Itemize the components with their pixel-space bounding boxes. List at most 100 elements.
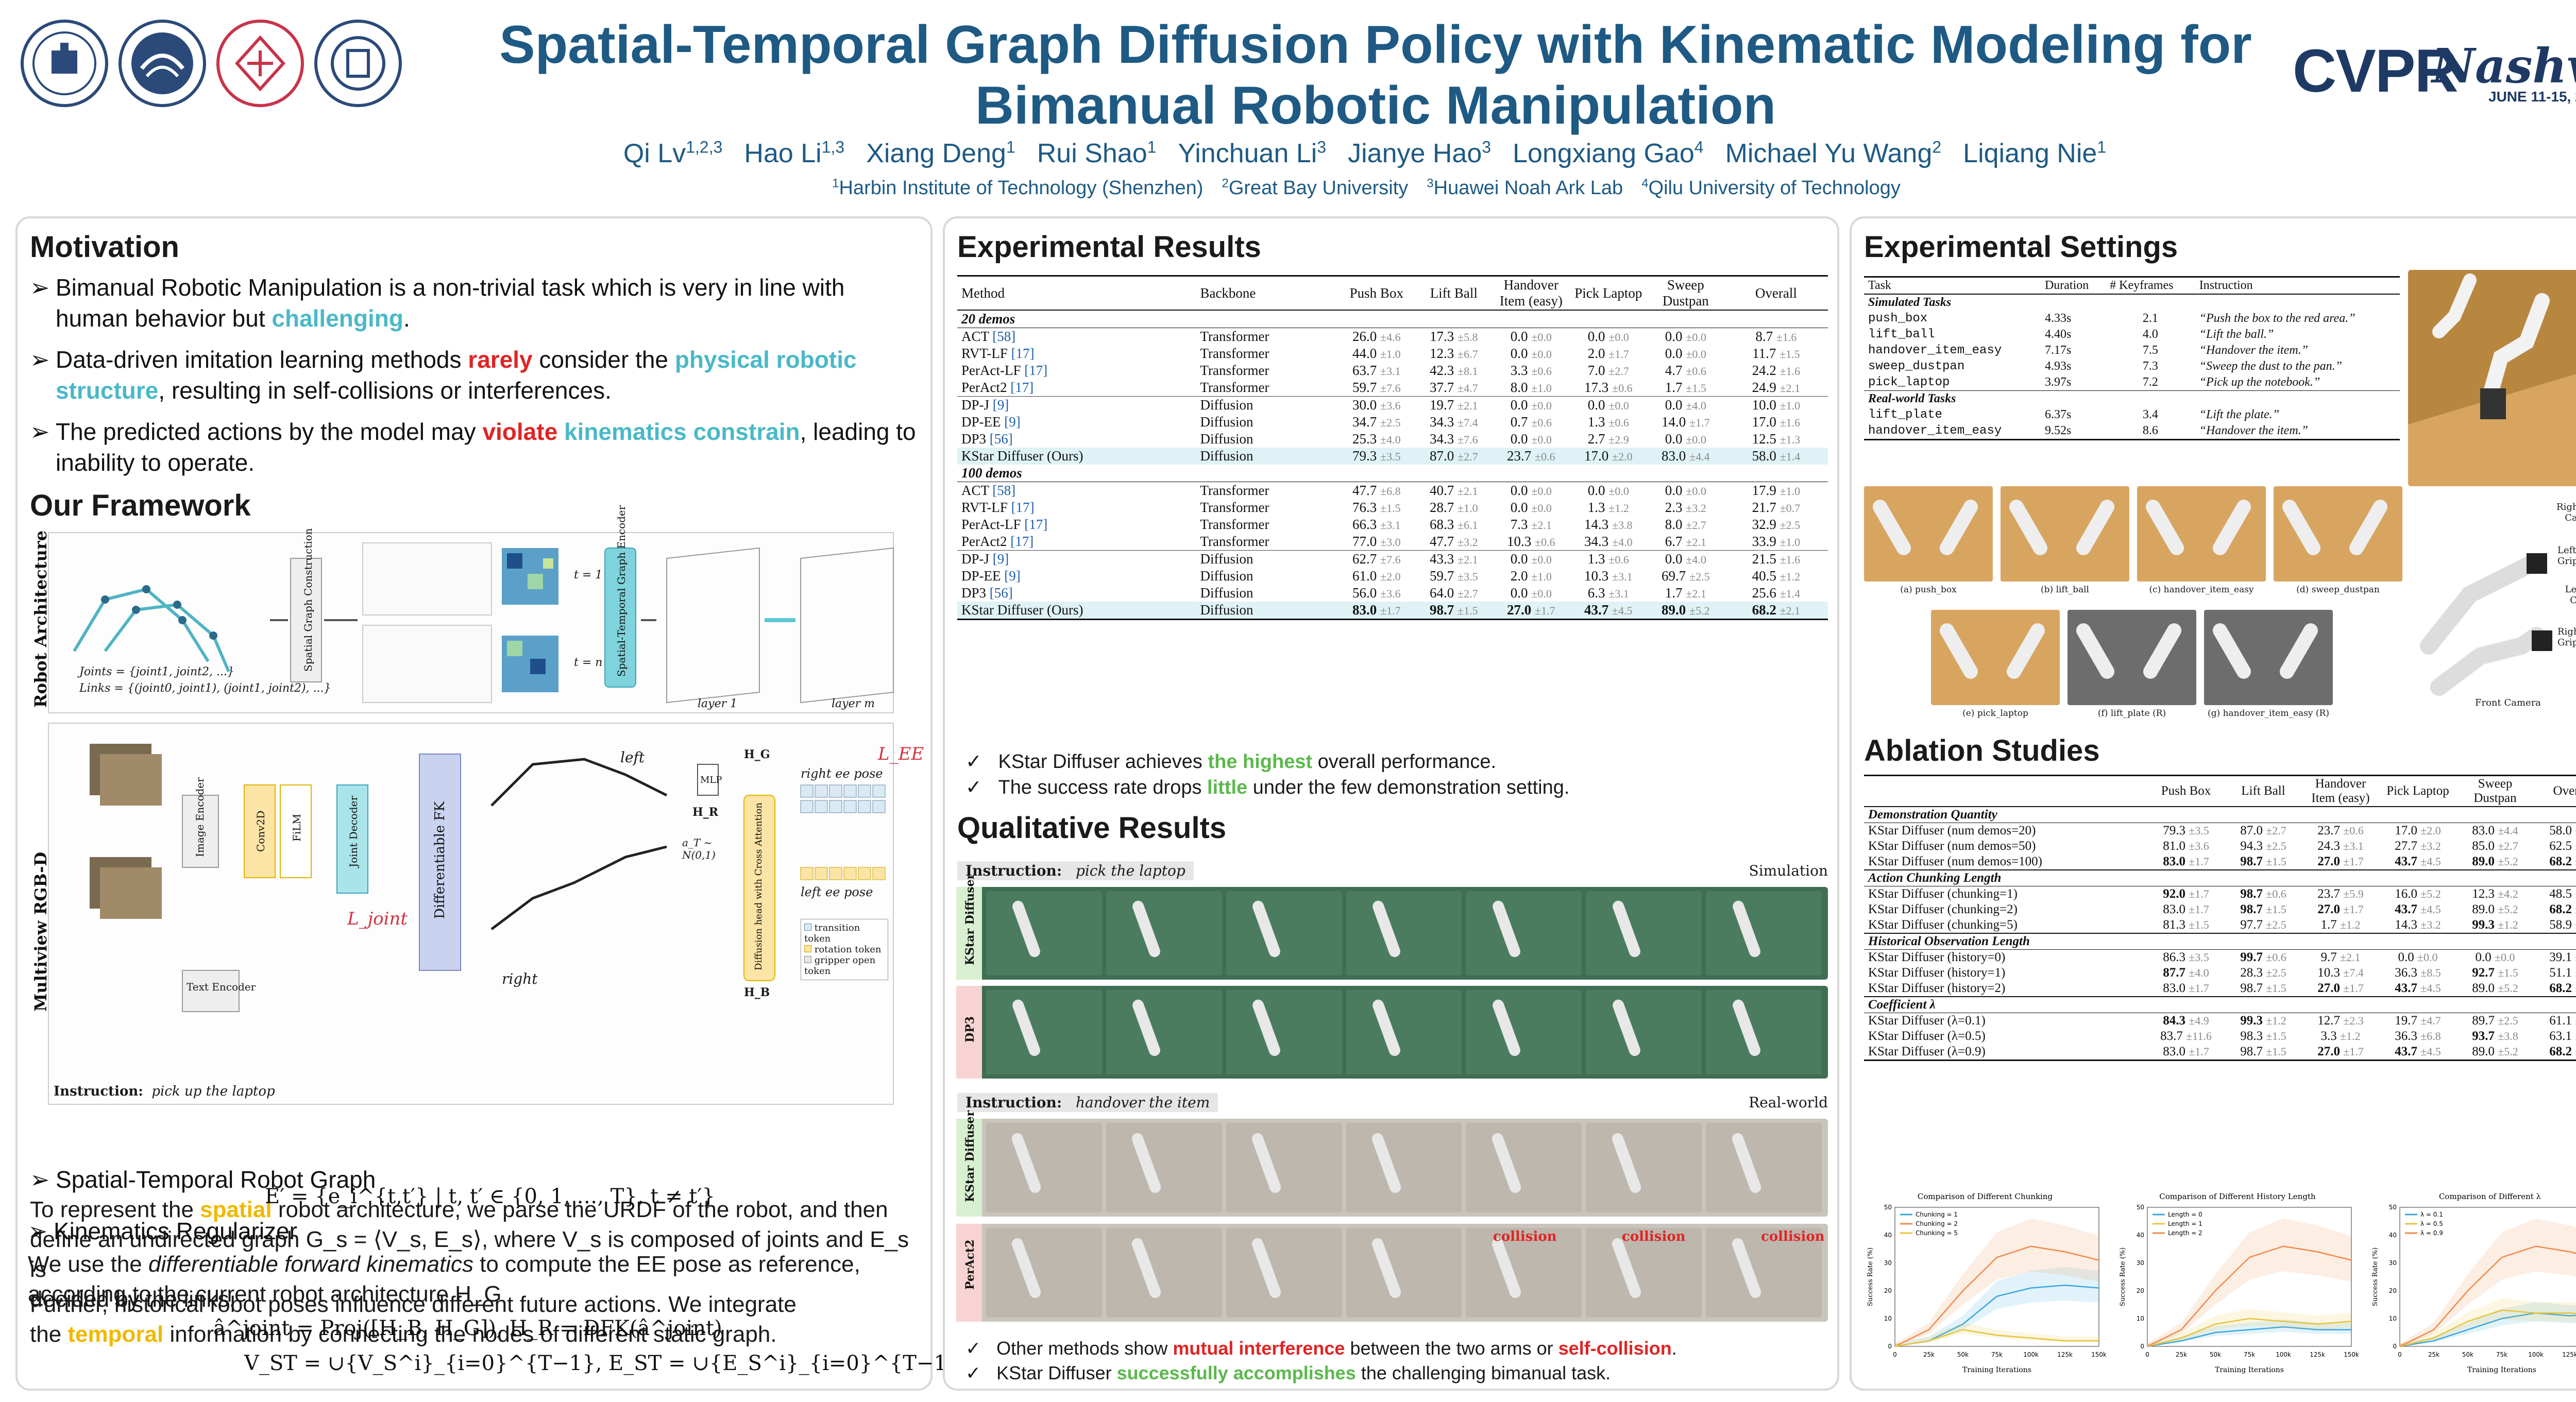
camera-diagram-sketch [2420, 553, 2552, 696]
std-value: ±2.1 [2575, 903, 2576, 916]
value-cell: 27.0 ±1.7 [2302, 1044, 2379, 1061]
value-cell: 43.7 ±4.5 [2379, 1044, 2456, 1061]
ablation-variant: KStar Diffuser (history=0) [1868, 950, 2006, 964]
conference-dates: JUNE 11-15, 2025 [2488, 89, 2576, 105]
std-value: ±0.0 [1531, 502, 1552, 515]
value-cell: 98.7 ±0.6 [2225, 886, 2302, 902]
mean-value: 10.3 [1507, 534, 1532, 549]
mean-value: 26.0 [1352, 329, 1377, 344]
hr-label: H_R [692, 806, 719, 819]
value-cell: 4.7 ±0.6 [1647, 362, 1724, 379]
robot-setup-sketch [2408, 270, 2576, 486]
value-cell: 79.3 ±3.5 [2147, 823, 2225, 839]
ablation-header-row: Push Box Lift Ball Handover Item (easy) Pic… [1864, 775, 2576, 807]
method-cell: KStar Diffuser (Ours) [957, 602, 1196, 620]
mean-value: 30.0 [1352, 397, 1377, 413]
task-caption: (g) handover_item_easy (R) [2208, 708, 2329, 719]
robot-arm-shape [2073, 621, 2117, 681]
mean-value: 98.7 [1430, 602, 1454, 618]
interference-highlight: mutual interference [1173, 1338, 1345, 1359]
x-tick-label: 0 [2398, 1351, 2402, 1358]
std-value: ±0.0 [1531, 433, 1552, 446]
cvpr-logo: CVPR Nashville JUNE 11-15, 2025 [2293, 31, 2576, 108]
video-frame [986, 891, 1102, 976]
std-value: ±1.4 [1780, 450, 1801, 463]
task-duration: 4.33s [2044, 312, 2072, 325]
task-thumbnail-image [2137, 486, 2266, 582]
value-cell: 83.0 ±1.7 [2147, 854, 2225, 870]
std-value: ±2.1 [2575, 1045, 2576, 1058]
great-bay-university-logo [118, 20, 206, 107]
std-value: ±1.2 [2498, 918, 2518, 931]
value-cell: 0.0 ±0.0 [1570, 328, 1647, 346]
mean-value: 8.0 [1665, 517, 1683, 532]
results-conclusion-2: ✓ The success rate drops little under th… [965, 777, 1570, 798]
std-value: ±2.5 [1380, 416, 1401, 429]
mean-value: 62.5 [2549, 839, 2572, 853]
sim-row-dp3 [957, 986, 1828, 1079]
value-cell: 0.0 ±0.0 [1492, 550, 1570, 568]
mean-value: 58.9 [2549, 918, 2572, 932]
x-axis-label: Training Iterations [2215, 1366, 2284, 1374]
std-value: ±2.0 [1380, 570, 1401, 583]
method-cell: KStar Diffuser (Ours) [957, 448, 1196, 465]
value-cell: 34.7 ±2.5 [1338, 414, 1415, 431]
st-encoder-label: Spatial-Temporal Graph Encoder [615, 505, 628, 677]
qc2post: the challenging bimanual task. [1355, 1362, 1611, 1383]
author: Rui Shao1 [1037, 138, 1157, 168]
ablation-row: KStar Diffuser (num demos=50) 81.0 ±3.6 94… [1864, 839, 2576, 854]
mean-value: 59.7 [1352, 380, 1377, 395]
chart-title: Comparison of Different Chunking [1918, 1192, 2053, 1201]
value-cell: 12.5 ±1.3 [1724, 431, 1828, 448]
std-value: ±1.4 [2575, 824, 2576, 837]
links-equation: Links = {(joint0, joint1), (joint1, join… [79, 682, 331, 695]
backbone-cell: Diffusion [1200, 585, 1253, 601]
backbone-cell: Transformer [1200, 483, 1269, 498]
rw-header: Instruction: handover the item Real-worl… [957, 1093, 1828, 1115]
method-name: ACT [961, 329, 989, 344]
realworld-label: Real-world [1749, 1094, 1828, 1111]
mean-value: 68.2 [2549, 1045, 2572, 1058]
mean-value: 34.7 [1352, 414, 1377, 430]
mean-value: 39.1 [2549, 950, 2572, 964]
video-frame [1346, 990, 1462, 1074]
value-cell: 7.0 ±2.7 [1570, 362, 1647, 379]
value-cell: 0.0 ±0.0 [1570, 482, 1647, 500]
value-cell: 43.7 ±4.5 [2379, 854, 2456, 870]
std-value: ±1.5 [2575, 966, 2576, 979]
value-cell: 0.0 ±0.0 [1492, 396, 1570, 414]
mean-value: 0.0 [1665, 431, 1683, 447]
mean-value: 4.7 [1665, 363, 1683, 378]
ablation-variant: KStar Diffuser (chunking=1) [1868, 887, 2018, 901]
title-line-2: Bimanual Robotic Manipulation [975, 76, 1776, 135]
value-cell: 0.0 ±4.0 [1647, 550, 1724, 568]
value-cell: 61.1 ±1.1 [2534, 1013, 2576, 1029]
ablation-row: KStar Diffuser (history=2) 83.0 ±1.7 98.7 … [1864, 981, 2576, 997]
dfk-emphasis: differentiable forward kinematics [148, 1252, 473, 1277]
rw-instruction-text: handover the item [1075, 1094, 1210, 1111]
sim-row-label-1: KStar Diffuser [963, 873, 977, 965]
author: Hao Li1,3 [744, 138, 844, 168]
mean-value: 43.7 [2395, 1045, 2417, 1058]
b3-highlight-teal: kinematics constrain [564, 418, 800, 445]
std-value: ±1.7 [2343, 982, 2364, 995]
std-value: ±0.0 [1686, 433, 1706, 446]
robot-arm-shape [1611, 899, 1642, 959]
legend-label: λ = 0.9 [2420, 1229, 2443, 1237]
value-cell: 10.3 ±0.6 [1493, 533, 1570, 551]
std-value: ±2.5 [1689, 570, 1710, 583]
mean-value: 87.0 [2240, 824, 2263, 837]
x-axis-label: Training Iterations [2467, 1366, 2536, 1374]
std-value: ±3.5 [1380, 450, 1401, 463]
ablation-row: KStar Diffuser (λ=0.1) 84.3 ±4.9 99.3 ±1.2… [1864, 1013, 2576, 1029]
std-value: ±2.5 [2498, 1014, 2518, 1027]
value-cell: 17.3 ±0.6 [1570, 379, 1647, 397]
settings-header-row: Task Duration # Keyframes Instruction [1864, 276, 2400, 295]
author: Qi Lv1,2,3 [623, 138, 723, 168]
value-cell: 26.0 ±4.6 [1338, 328, 1415, 346]
mean-value: 66.3 [1352, 517, 1377, 532]
table-row: KStar Diffuser (Ours) Diffusion 83.0 ±1.7 9… [957, 602, 1828, 620]
value-cell: 1.7 ±2.1 [1647, 585, 1724, 602]
mean-value: 36.3 [2395, 1029, 2417, 1043]
method-name: DP-EE [961, 568, 1001, 584]
